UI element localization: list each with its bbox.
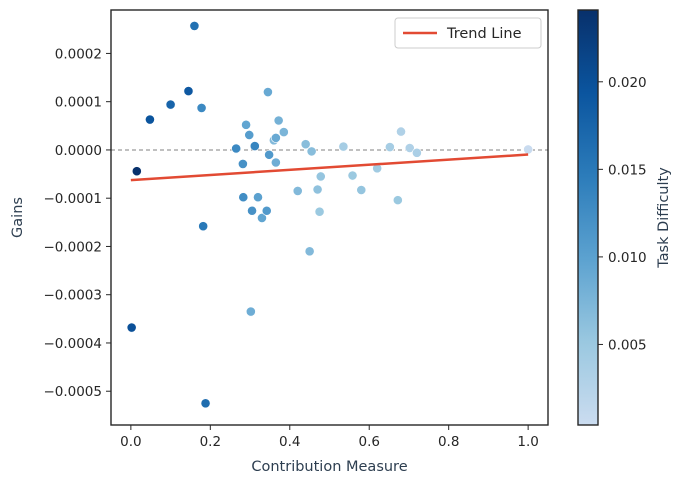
scatter-point-19	[261, 205, 272, 216]
scatter-point-16	[249, 141, 260, 151]
colorbar-label: Task Difficulty	[656, 167, 672, 269]
scatter-point-23	[270, 132, 281, 143]
legend: Trend Line	[394, 17, 542, 49]
y-tick-label-0: 0.0002	[55, 46, 102, 62]
scatter-point-41	[404, 143, 415, 153]
x-axis-label: Contribution Measure	[251, 459, 407, 475]
x-tick-label-3: 0.6	[358, 434, 379, 450]
y-tick-label-7: −0.0005	[43, 384, 102, 400]
scatter-point-11	[238, 192, 249, 203]
x-tick-label-2: 0.4	[279, 434, 300, 450]
colorbar-frame	[577, 9, 599, 426]
legend-box	[394, 17, 542, 49]
y-tick-label-6: −0.0004	[43, 336, 102, 352]
x-axis-ticks: 0.0 0.2 0.4 0.6 0.8 1.0	[120, 425, 539, 450]
x-tick-label-0: 0.0	[120, 434, 141, 450]
scatter-point-20	[263, 87, 273, 97]
scatter-point-9	[231, 143, 242, 154]
colorbar-tick-label-3: 0.020	[608, 75, 647, 91]
scatter-point-24	[270, 157, 281, 168]
scatter-point-13	[244, 130, 255, 140]
scatter-point-12	[241, 119, 251, 130]
scatter-point-15	[247, 205, 257, 216]
colorbar-ticks: 0.005 0.010 0.015 0.020	[598, 75, 647, 353]
scatter-point-28	[300, 139, 311, 150]
colorbar-tick-label-2: 0.015	[608, 162, 647, 178]
plot-frame	[110, 9, 549, 426]
trend-line	[130, 153, 529, 182]
scatter-point-7	[198, 221, 209, 232]
scatter-point-38	[384, 142, 395, 152]
y-axis-ticks: 0.0002 0.0001 0.0000 −0.0001 −0.0002 −0.0003 −…	[43, 46, 111, 400]
scatter-point-0	[126, 322, 137, 333]
scatter-point-32	[314, 206, 325, 217]
scatter-point-5	[189, 21, 200, 31]
y-tick-label-4: −0.0002	[43, 239, 102, 255]
x-tick-label-4: 0.8	[438, 434, 459, 450]
scatter-point-34	[338, 141, 349, 152]
scatter-point-43	[523, 144, 534, 155]
scatter-point-10	[237, 159, 248, 169]
plot-marks	[111, 21, 548, 409]
x-tick-label-1: 0.2	[200, 434, 221, 450]
scatter-point-14	[245, 306, 256, 317]
scatter-point-2	[145, 114, 155, 125]
scatter-point-21	[264, 149, 275, 160]
scatter-point-25	[273, 115, 284, 126]
scatter-point-42	[411, 147, 422, 158]
scatter-point-40	[396, 126, 406, 137]
y-tick-label-5: −0.0003	[43, 288, 102, 304]
scatter-point-30	[306, 146, 317, 157]
scatter-point-26	[278, 127, 289, 137]
scatter-point-17	[253, 192, 263, 203]
colorbar: 0.005 0.010 0.015 0.020 Task Difficulty	[577, 9, 672, 426]
y-tick-label-1: 0.0001	[55, 95, 102, 111]
x-tick-label-5: 1.0	[517, 434, 538, 450]
scatter-point-35	[347, 170, 358, 181]
legend-label-trend-line: Trend Line	[446, 26, 522, 42]
scatter-point-36	[356, 185, 367, 195]
colorbar-gradient	[578, 10, 598, 425]
scatter-point-39	[392, 195, 403, 206]
scatter-point-1	[131, 166, 142, 177]
y-axis-label: Gains	[10, 197, 26, 238]
scatter-point-27	[292, 186, 303, 196]
scatter-point-6	[196, 103, 207, 113]
scatter-point-31	[312, 184, 323, 195]
colorbar-tick-label-0: 0.005	[608, 337, 647, 353]
scatter-point-29	[304, 246, 315, 257]
scatter-point-33	[315, 171, 326, 182]
scatter-point-4	[183, 86, 194, 96]
scatter-point-8	[200, 398, 211, 409]
y-tick-label-2: 0.0000	[55, 143, 102, 159]
colorbar-tick-label-1: 0.010	[608, 250, 647, 266]
scatter-point-18	[257, 213, 267, 223]
y-tick-label-3: −0.0001	[43, 191, 102, 207]
scatter-point-3	[165, 99, 176, 110]
